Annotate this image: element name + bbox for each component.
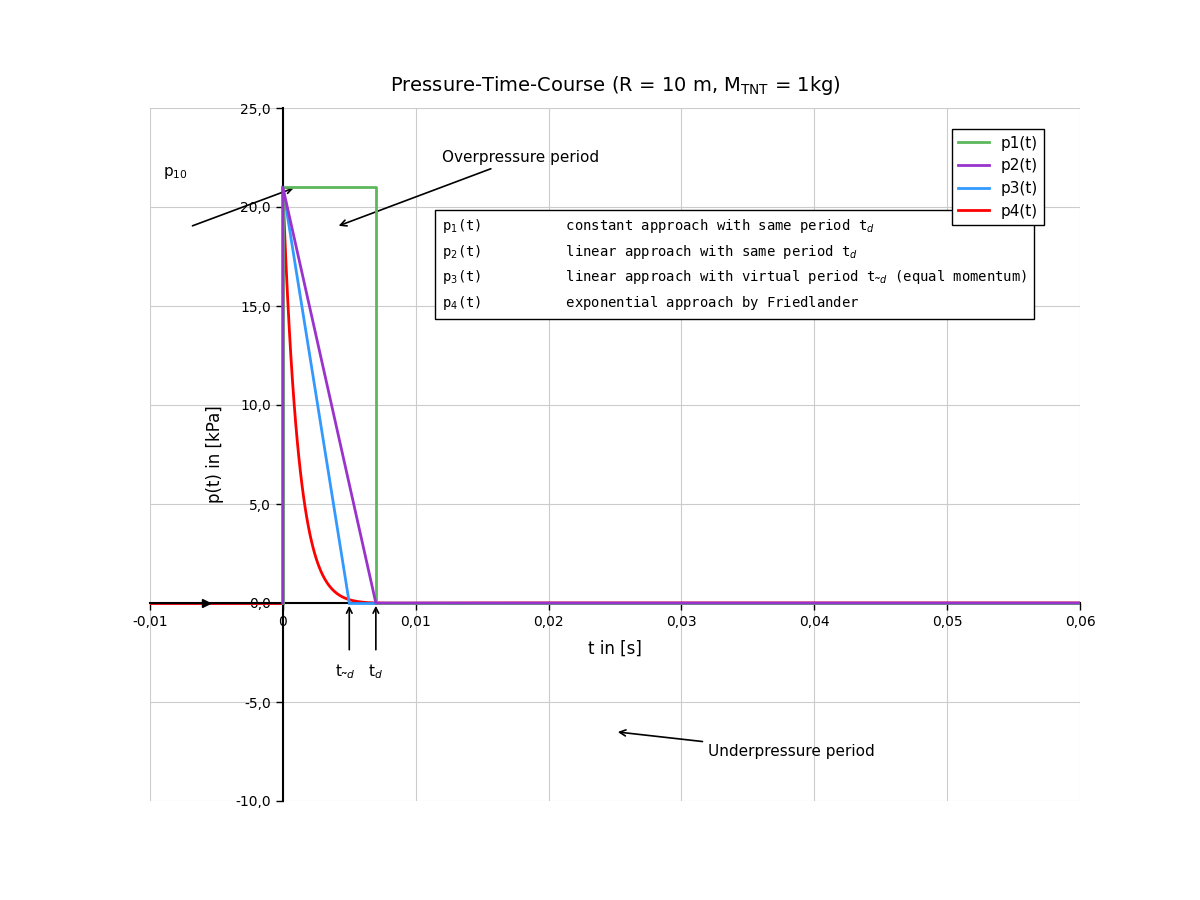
p1(t) xyxy=(1073,598,1087,608)
Line: p4(t): p4(t) xyxy=(283,187,1080,603)
Y-axis label: p(t) in [kPa]: p(t) in [kPa] xyxy=(206,406,224,503)
Text: p$_{10}$: p$_{10}$ xyxy=(163,166,188,181)
Line: p1(t): p1(t) xyxy=(283,187,1080,603)
Text: Underpressure period: Underpressure period xyxy=(619,730,875,759)
Title: Pressure-Time-Course (R = 10 m, M$_{\mathrm{TNT}}$ = 1kg): Pressure-Time-Course (R = 10 m, M$_{\mat… xyxy=(390,75,840,97)
p2(t) xyxy=(276,182,290,193)
p3(t) xyxy=(342,598,356,608)
Text: t$_d$: t$_d$ xyxy=(368,662,383,681)
p4(t) xyxy=(358,597,372,608)
p4(t) xyxy=(824,598,839,608)
p4(t) xyxy=(599,598,613,608)
p2(t) xyxy=(1073,598,1087,608)
p3(t) xyxy=(276,598,290,608)
Text: p$_1$(t)          constant approach with same period t$_d$
p$_2$(t)          lin: p$_1$(t) constant approach with same per… xyxy=(443,217,1027,312)
p4(t) xyxy=(276,182,290,193)
p1(t) xyxy=(276,182,290,193)
p2(t) xyxy=(368,598,383,608)
p3(t) xyxy=(276,182,290,193)
p4(t) xyxy=(628,598,642,608)
p1(t) xyxy=(276,598,290,608)
Text: t$\tilde{\ }_d$: t$\tilde{\ }_d$ xyxy=(335,662,355,681)
Text: Overpressure period: Overpressure period xyxy=(341,150,600,226)
p4(t) xyxy=(388,598,402,608)
X-axis label: t in [s]: t in [s] xyxy=(588,640,642,658)
Line: p2(t): p2(t) xyxy=(283,187,1080,603)
Legend: p1(t), p2(t), p3(t), p4(t): p1(t), p2(t), p3(t), p4(t) xyxy=(953,130,1044,225)
p4(t) xyxy=(912,598,926,608)
p1(t) xyxy=(368,182,383,193)
p4(t) xyxy=(898,598,912,608)
p4(t) xyxy=(1073,598,1087,608)
p2(t) xyxy=(276,598,290,608)
p1(t) xyxy=(368,598,383,608)
Line: p3(t): p3(t) xyxy=(283,187,349,603)
